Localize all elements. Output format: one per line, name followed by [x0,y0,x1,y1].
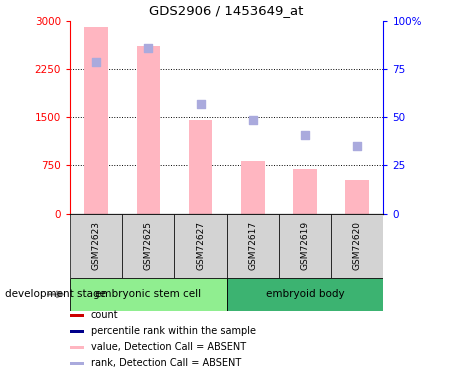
Text: GSM72623: GSM72623 [92,221,101,270]
Point [92,60,100,66]
Bar [226,278,383,311]
Bar [137,46,160,214]
Bar [279,214,331,278]
Bar [241,161,264,214]
Text: percentile rank within the sample: percentile rank within the sample [91,326,256,336]
Point [354,143,361,149]
Text: GSM72625: GSM72625 [144,221,153,270]
Bar [175,214,226,278]
Text: value, Detection Call = ABSENT: value, Detection Call = ABSENT [91,342,246,352]
Text: GSM72627: GSM72627 [196,221,205,270]
Text: GSM72619: GSM72619 [300,221,309,270]
Bar [70,346,84,349]
Text: embryonic stem cell: embryonic stem cell [95,290,201,299]
Bar [70,362,84,365]
Bar [70,314,84,317]
Bar [84,27,108,214]
Point [301,132,308,138]
Bar [293,169,317,214]
Point [145,45,152,51]
Text: embryoid body: embryoid body [266,290,344,299]
Bar [331,214,383,278]
Text: rank, Detection Call = ABSENT: rank, Detection Call = ABSENT [91,358,241,368]
Bar [345,180,369,214]
Text: development stage: development stage [5,290,106,299]
Bar [70,330,84,333]
Text: GSM72620: GSM72620 [353,221,362,270]
Bar [122,214,175,278]
Point [197,101,204,107]
Bar [70,214,122,278]
Text: GSM72617: GSM72617 [248,221,257,270]
Bar [70,278,226,311]
Text: count: count [91,310,119,321]
Point [249,117,256,123]
Bar [189,120,212,214]
Bar [226,214,279,278]
Title: GDS2906 / 1453649_at: GDS2906 / 1453649_at [149,4,304,16]
